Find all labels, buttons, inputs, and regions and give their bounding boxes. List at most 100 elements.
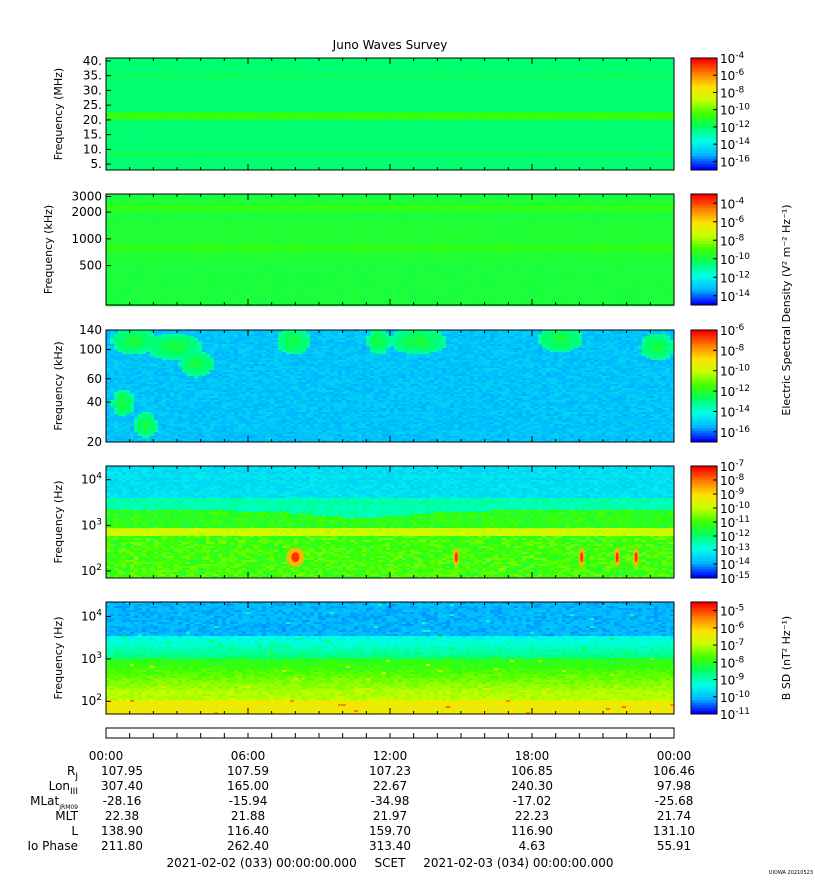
heat-cell (642, 70, 646, 72)
heat-cell (394, 84, 398, 86)
heat-cell (250, 82, 254, 84)
heat-cell (646, 90, 650, 92)
heat-cell (310, 92, 314, 94)
heat-cell (450, 96, 454, 98)
heat-cell (602, 92, 606, 94)
heat-cell (518, 92, 522, 94)
heat-cell (114, 62, 118, 64)
heat-cell (418, 62, 422, 64)
heat-cell (638, 66, 642, 68)
heat-cell (326, 78, 330, 80)
heat-cell (198, 72, 202, 74)
heat-cell (226, 72, 230, 74)
heat-cell (106, 86, 110, 88)
heat-cell (206, 80, 210, 82)
heat-cell (174, 98, 178, 100)
heat-cell (586, 62, 590, 64)
heat-cell (186, 90, 190, 92)
heat-cell (602, 62, 606, 64)
heat-cell (470, 74, 474, 76)
heat-cell (486, 76, 490, 78)
heat-cell (290, 66, 294, 68)
heat-cell (358, 98, 362, 100)
heat-cell (406, 94, 410, 96)
heat-cell (266, 94, 270, 96)
heat-cell (406, 74, 410, 76)
heat-cell (598, 84, 602, 86)
heat-cell (250, 92, 254, 94)
heat-cell (346, 82, 350, 84)
heat-cell (494, 72, 498, 74)
heat-cell (422, 98, 426, 100)
heat-cell (478, 76, 482, 78)
heat-cell (358, 76, 362, 78)
heat-cell (302, 92, 306, 94)
heat-cell (458, 72, 462, 74)
heat-cell (194, 60, 198, 62)
heat-cell (502, 86, 506, 88)
heat-cell (346, 92, 350, 94)
heat-cell (242, 92, 246, 94)
heat-cell (590, 82, 594, 84)
heat-cell (298, 98, 302, 100)
heat-cell (466, 70, 470, 72)
heat-cell (442, 68, 446, 70)
heat-cell (226, 70, 230, 72)
heat-cell (214, 92, 218, 94)
heat-cell (442, 90, 446, 92)
heat-cell (598, 64, 602, 66)
heat-cell (666, 76, 670, 78)
heat-cell (194, 72, 198, 74)
heat-cell (442, 98, 446, 100)
heat-cell (286, 88, 290, 90)
heat-cell (554, 66, 558, 68)
heat-cell (570, 72, 574, 74)
heat-cell (382, 94, 386, 96)
heat-cell (374, 74, 378, 76)
heat-cell (226, 88, 230, 90)
heat-cell (518, 82, 522, 84)
heat-cell (370, 76, 374, 78)
heat-cell (554, 82, 558, 84)
heat-cell (434, 78, 438, 80)
heat-cell (462, 88, 466, 90)
heat-cell (230, 94, 234, 96)
heat-cell (590, 92, 594, 94)
heat-cell (234, 98, 238, 100)
heat-cell (246, 74, 250, 76)
heat-cell (174, 64, 178, 66)
heat-cell (490, 88, 494, 90)
heat-cell (266, 60, 270, 62)
heat-cell (594, 84, 598, 86)
heat-cell (354, 98, 358, 100)
heat-cell (130, 92, 134, 94)
heat-cell (318, 64, 322, 66)
heat-cell (122, 94, 126, 96)
heat-cell (642, 76, 646, 78)
heat-cell (238, 64, 242, 66)
heat-cell (510, 94, 514, 96)
heat-cell (406, 64, 410, 66)
heat-cell (130, 66, 134, 68)
heat-cell (254, 74, 258, 76)
heat-cell (570, 62, 574, 64)
heat-cell (662, 94, 666, 96)
heat-cell (130, 86, 134, 88)
heat-cell (314, 84, 318, 86)
heat-cell (514, 70, 518, 72)
heat-cell (558, 62, 562, 64)
heat-cell (630, 90, 634, 92)
heat-cell (622, 86, 626, 88)
heat-cell (534, 66, 538, 68)
heat-cell (206, 62, 210, 64)
heat-cell (222, 90, 226, 92)
heat-cell (610, 68, 614, 70)
heat-cell (302, 80, 306, 82)
heat-cell (310, 86, 314, 88)
heat-cell (602, 94, 606, 96)
heat-cell (466, 60, 470, 62)
heat-cell (538, 82, 542, 84)
heat-cell (242, 70, 246, 72)
heat-cell (150, 90, 154, 92)
heat-cell (610, 74, 614, 76)
